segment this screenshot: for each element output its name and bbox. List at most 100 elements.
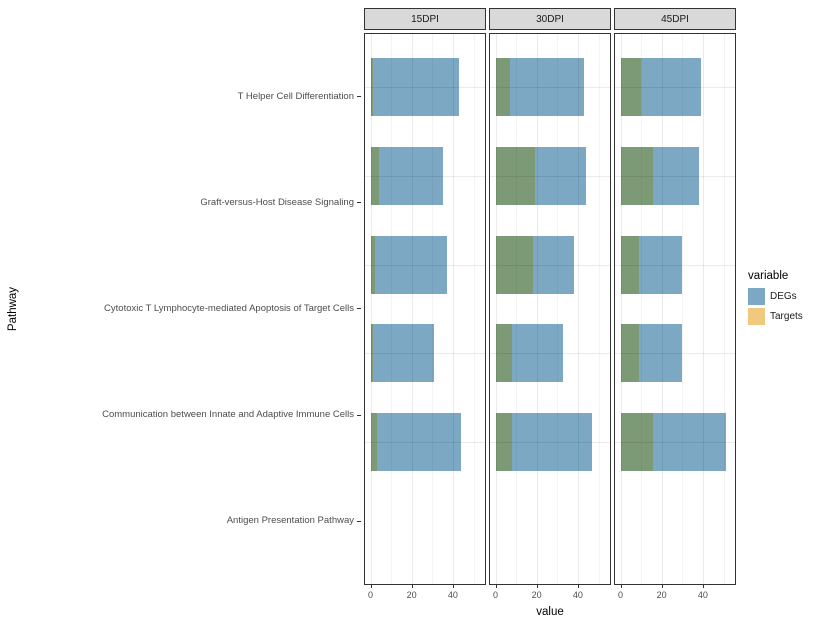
category-label: Antigen Presentation Pathway bbox=[226, 515, 354, 526]
bar-targets-overlap bbox=[370, 58, 373, 117]
x-axis-tick bbox=[495, 585, 497, 588]
y-axis-tick bbox=[357, 96, 361, 97]
major-gridline bbox=[490, 175, 610, 177]
bar-targets-overlap bbox=[495, 58, 510, 117]
minor-gridline bbox=[641, 34, 643, 584]
legend-key-degs: DEGs bbox=[748, 288, 803, 305]
bar-targets-overlap bbox=[620, 146, 654, 205]
major-gridline bbox=[495, 34, 497, 584]
x-tick-label: 40 bbox=[447, 590, 458, 600]
bar-targets-overlap bbox=[620, 324, 640, 383]
major-gridline bbox=[365, 353, 485, 355]
major-gridline bbox=[365, 264, 485, 266]
major-gridline bbox=[615, 353, 735, 355]
bar-targets-overlap bbox=[370, 324, 373, 383]
facet-strip: 15DPI bbox=[364, 8, 486, 30]
bar-targets-overlap bbox=[495, 324, 512, 383]
bar-targets-overlap bbox=[370, 235, 375, 294]
x-tick-label: 20 bbox=[531, 590, 542, 600]
bar-targets-overlap bbox=[495, 235, 533, 294]
x-axis: 0 20 40 bbox=[364, 585, 486, 607]
bar-degs bbox=[495, 58, 585, 117]
x-tick-label: 0 bbox=[617, 590, 623, 600]
legend-label: DEGs bbox=[770, 291, 797, 302]
major-gridline bbox=[490, 442, 610, 444]
major-gridline bbox=[365, 87, 485, 89]
major-gridline bbox=[490, 264, 610, 266]
major-gridline bbox=[365, 175, 485, 177]
bar-degs bbox=[370, 58, 460, 117]
major-gridline bbox=[615, 442, 735, 444]
major-gridline bbox=[490, 353, 610, 355]
major-gridline bbox=[615, 264, 735, 266]
facet-strip: 45DPI bbox=[614, 8, 736, 30]
minor-gridline bbox=[682, 34, 684, 584]
minor-gridline bbox=[432, 34, 434, 584]
legend-label: Targets bbox=[770, 311, 803, 322]
legend-key-targets: Targets bbox=[748, 308, 803, 325]
bar-degs bbox=[370, 324, 435, 383]
major-gridline bbox=[661, 34, 663, 584]
y-axis-tick bbox=[357, 521, 361, 522]
x-tick-label: 0 bbox=[367, 590, 373, 600]
y-axis-tick bbox=[357, 202, 361, 203]
x-tick-label: 40 bbox=[572, 590, 583, 600]
legend: variable DEGs Targets bbox=[748, 270, 803, 328]
major-gridline bbox=[536, 34, 538, 584]
bar-targets-overlap bbox=[495, 413, 512, 472]
category-label: Graft-versus-Host Disease Signaling bbox=[200, 197, 354, 208]
x-axis-title: value bbox=[536, 606, 564, 618]
minor-gridline bbox=[557, 34, 559, 584]
minor-gridline bbox=[473, 34, 475, 584]
facet-45dpi: 45DPI 0 20 40 bbox=[614, 8, 736, 607]
plot-panel bbox=[364, 33, 486, 585]
x-tick-label: 20 bbox=[656, 590, 667, 600]
x-axis-tick bbox=[370, 585, 372, 588]
major-gridline bbox=[490, 87, 610, 89]
facet-grid: 15DPI 0 20 40 30DPI 0 20 40 45DPI 0 20 40 bbox=[364, 8, 736, 607]
major-gridline bbox=[577, 34, 579, 584]
y-axis-tick bbox=[357, 308, 361, 309]
minor-gridline bbox=[598, 34, 600, 584]
bar-targets-overlap bbox=[620, 235, 640, 294]
y-axis-tick bbox=[357, 415, 361, 416]
minor-gridline bbox=[391, 34, 393, 584]
x-axis-tick bbox=[577, 585, 579, 588]
bar-degs bbox=[370, 413, 462, 472]
bar-targets-overlap bbox=[370, 146, 379, 205]
minor-gridline bbox=[723, 34, 725, 584]
category-label: Cytotoxic T Lymphocyte-mediated Apoptosi… bbox=[104, 303, 354, 314]
major-gridline bbox=[452, 34, 454, 584]
plot-panel bbox=[614, 33, 736, 585]
bar-degs bbox=[370, 146, 443, 205]
x-axis-tick bbox=[536, 585, 538, 588]
x-axis: 0 20 40 bbox=[489, 585, 611, 607]
x-axis: 0 20 40 bbox=[614, 585, 736, 607]
bar-targets-overlap bbox=[620, 413, 654, 472]
x-tick-label: 0 bbox=[492, 590, 498, 600]
major-gridline bbox=[615, 175, 735, 177]
x-tick-label: 20 bbox=[406, 590, 417, 600]
major-gridline bbox=[620, 34, 622, 584]
bar-targets-overlap bbox=[370, 413, 377, 472]
x-axis-tick bbox=[661, 585, 663, 588]
x-axis-tick bbox=[620, 585, 622, 588]
targets-color-swatch bbox=[748, 308, 765, 325]
major-gridline bbox=[411, 34, 413, 584]
x-axis-tick bbox=[702, 585, 704, 588]
legend-title: variable bbox=[748, 270, 789, 282]
degs-color-swatch bbox=[748, 288, 765, 305]
x-axis-tick bbox=[411, 585, 413, 588]
minor-gridline bbox=[516, 34, 518, 584]
bar-degs bbox=[370, 235, 447, 294]
major-gridline bbox=[702, 34, 704, 584]
facet-30dpi: 30DPI 0 20 40 bbox=[489, 8, 611, 607]
major-gridline bbox=[615, 87, 735, 89]
x-tick-label: 40 bbox=[697, 590, 708, 600]
category-label: T Helper Cell Differentiation bbox=[237, 91, 354, 102]
major-gridline bbox=[365, 442, 485, 444]
bar-targets-overlap bbox=[495, 146, 535, 205]
bar-targets-overlap bbox=[620, 58, 642, 117]
facet-15dpi: 15DPI 0 20 40 bbox=[364, 8, 486, 607]
